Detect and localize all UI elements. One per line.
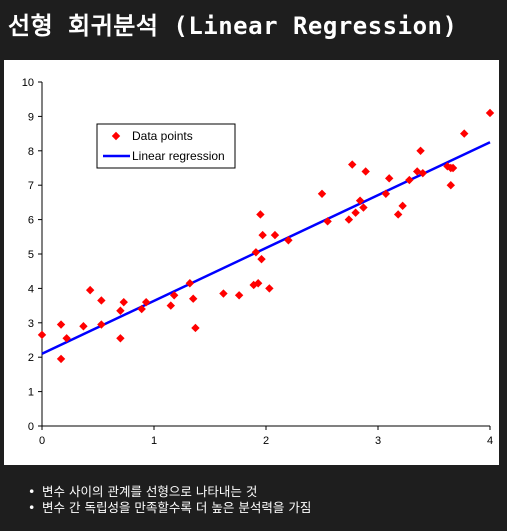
- data-point: [270, 230, 280, 240]
- x-tick-label: 3: [375, 435, 381, 447]
- data-point: [317, 189, 327, 198]
- x-tick-label: 0: [39, 435, 45, 447]
- data-point: [348, 160, 357, 169]
- data-point: [416, 146, 425, 155]
- data-point: [189, 294, 198, 303]
- legend: Data points Linear regression: [96, 123, 236, 169]
- data-point: [418, 168, 427, 178]
- data-point: [284, 236, 293, 245]
- data-point: [351, 208, 360, 217]
- x-tick-label: 1: [151, 435, 157, 447]
- data-point: [258, 230, 267, 240]
- data-point: [256, 210, 265, 219]
- bullet-icon: •: [28, 500, 36, 515]
- y-tick-label: 6: [28, 215, 34, 227]
- bullet-list: • 변수 사이의 관계를 선형으로 나타내는 것 • 변수 간 독립성을 만족할…: [28, 484, 311, 516]
- y-tick-label: 3: [28, 318, 34, 330]
- data-point: [79, 322, 88, 331]
- bullet-icon: •: [28, 484, 36, 499]
- data-point: [97, 320, 106, 329]
- data-point: [359, 203, 368, 212]
- data-point: [185, 279, 195, 288]
- data-point: [361, 167, 370, 176]
- data-point: [116, 334, 125, 343]
- bullet-text: 변수 사이의 관계를 선형으로 나타내는 것: [42, 484, 258, 499]
- y-tick-label: 1: [28, 387, 34, 399]
- y-tick-label: 9: [28, 111, 34, 123]
- data-point: [85, 285, 95, 295]
- legend-label-line: Linear regression: [132, 149, 225, 163]
- data-point: [355, 196, 365, 205]
- data-point: [257, 254, 266, 264]
- data-point: [344, 215, 354, 224]
- data-point: [219, 289, 228, 298]
- data-point: [460, 129, 469, 138]
- data-point: [234, 291, 244, 300]
- tick-labels: 0 1 2 3 4 5 6 7 8 9 10 0 1 2 3 4: [22, 77, 493, 447]
- bullet-text: 변수 간 독립성을 만족할수록 더 높은 분석력을 가짐: [42, 500, 312, 515]
- data-point: [251, 248, 261, 257]
- chart-panel: 0 1 2 3 4 5 6 7 8 9 10 0 1 2 3 4 Data points Linear regr…: [4, 60, 499, 465]
- data-point: [56, 320, 66, 329]
- data-point: [37, 330, 47, 340]
- y-tick-label: 8: [28, 146, 34, 158]
- data-point: [119, 297, 128, 307]
- data-point: [381, 189, 391, 198]
- regression-line-layer: [41, 141, 491, 355]
- legend-label-points: Data points: [132, 129, 193, 143]
- data-point: [62, 334, 71, 343]
- x-tick-label: 2: [263, 435, 269, 447]
- data-point: [137, 304, 146, 314]
- data-point: [323, 217, 332, 226]
- x-tick-label: 4: [487, 435, 493, 447]
- data-point: [485, 108, 495, 118]
- data-point: [56, 354, 66, 364]
- y-tick-label: 0: [28, 421, 34, 433]
- data-point: [253, 279, 263, 288]
- y-tick-label: 4: [28, 283, 34, 295]
- data-point: [398, 201, 407, 211]
- data-point: [393, 210, 403, 219]
- y-tick-label: 5: [28, 249, 34, 261]
- regression-line: [41, 141, 491, 355]
- legend-box: [96, 123, 236, 169]
- data-point: [385, 174, 394, 183]
- data-point: [405, 175, 414, 185]
- data-point: [446, 181, 455, 190]
- data-point: [191, 323, 200, 333]
- page-title: 선형 회귀분석 (Linear Regression): [8, 12, 458, 40]
- y-tick-label: 10: [22, 77, 34, 89]
- data-point: [443, 162, 452, 171]
- data-point: [116, 306, 125, 315]
- y-tick-label: 7: [28, 180, 34, 192]
- y-tick-label: 2: [28, 352, 34, 364]
- scatter-chart: 0 1 2 3 4 5 6 7 8 9 10 0 1 2 3 4 Data points Linear regr…: [22, 77, 495, 447]
- axes: [38, 81, 491, 430]
- bullet-item: • 변수 사이의 관계를 선형으로 나타내는 것: [28, 484, 311, 500]
- data-point: [265, 284, 274, 293]
- bullet-item: • 변수 간 독립성을 만족할수록 더 높은 분석력을 가짐: [28, 500, 311, 516]
- data-point: [97, 296, 106, 305]
- data-point: [166, 301, 175, 310]
